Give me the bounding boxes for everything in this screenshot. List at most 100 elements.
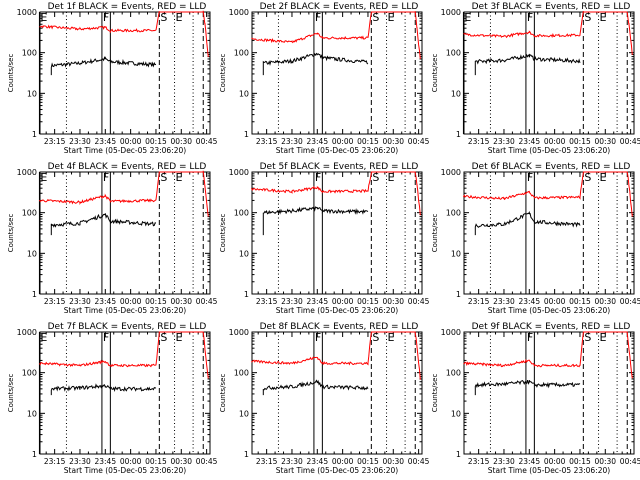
series-line-lld bbox=[250, 171, 421, 216]
y-tick-label: 1000 bbox=[441, 328, 461, 337]
y-tick-label: 10 bbox=[27, 89, 37, 98]
x-tick-label: 00:15 bbox=[357, 137, 379, 146]
y-axis-label: Counts/sec bbox=[7, 54, 15, 93]
marker-label: F bbox=[315, 331, 321, 344]
chart-title: Det 2f BLACK = Events, RED = LLD bbox=[260, 2, 419, 12]
chart-title: Det 8f BLACK = Events, RED = LLD bbox=[260, 322, 419, 332]
marker-label: F bbox=[527, 11, 533, 24]
x-tick-label: 00:00 bbox=[332, 457, 354, 466]
x-tick-label: 23:45 bbox=[518, 297, 540, 306]
x-tick-label: 00:30 bbox=[382, 457, 404, 466]
plot-frame bbox=[463, 331, 635, 455]
series-line-events bbox=[474, 210, 581, 236]
series-line-events bbox=[262, 205, 369, 236]
y-tick-label: 1 bbox=[32, 290, 37, 299]
y-axis-label: Counts/sec bbox=[431, 374, 439, 413]
chart-title: Det 5f BLACK = Events, RED = LLD bbox=[260, 162, 419, 172]
marker-label: S bbox=[372, 11, 379, 24]
x-tick-label: 23:15 bbox=[468, 457, 490, 466]
marker-label: E bbox=[40, 11, 47, 24]
x-tick-label: 00:30 bbox=[382, 137, 404, 146]
x-tick-label: 23:30 bbox=[69, 137, 91, 146]
chart-title: Det 1f BLACK = Events, RED = LLD bbox=[48, 2, 207, 12]
x-axis-label: Start Time (05-Dec-05 23:06:20) bbox=[276, 146, 398, 155]
marker-label: E bbox=[176, 171, 183, 184]
x-tick-label: 23:30 bbox=[281, 457, 303, 466]
x-tick-label: 00:30 bbox=[382, 297, 404, 306]
y-tick-label: 1000 bbox=[229, 328, 249, 337]
x-tick-label: 23:30 bbox=[69, 297, 91, 306]
x-tick-label: 23:15 bbox=[256, 457, 278, 466]
y-axis-label: Counts/sec bbox=[7, 214, 15, 253]
x-tick-label: 23:15 bbox=[44, 297, 66, 306]
x-tick-label: 23:15 bbox=[468, 297, 490, 306]
marker-label: F bbox=[315, 171, 321, 184]
plot-frame bbox=[39, 171, 211, 295]
chart-title: Det 6f BLACK = Events, RED = LLD bbox=[472, 162, 631, 172]
x-axis-label: Start Time (05-Dec-05 23:06:20) bbox=[488, 466, 610, 475]
y-tick-label: 10 bbox=[451, 409, 461, 418]
series-line-events bbox=[50, 213, 157, 236]
x-tick-label: 00:30 bbox=[170, 297, 192, 306]
x-tick-label: 23:30 bbox=[493, 297, 515, 306]
x-tick-label: 00:15 bbox=[357, 297, 379, 306]
x-tick-label: 00:45 bbox=[620, 457, 640, 466]
y-tick-label: 100 bbox=[234, 369, 249, 378]
y-tick-label: 100 bbox=[446, 209, 461, 218]
y-tick-label: 100 bbox=[234, 49, 249, 58]
y-tick-label: 1 bbox=[244, 450, 249, 459]
x-axis-label: Start Time (05-Dec-05 23:06:20) bbox=[276, 466, 398, 475]
x-tick-label: 23:30 bbox=[281, 297, 303, 306]
x-tick-label: 23:45 bbox=[306, 457, 328, 466]
marker-label: F bbox=[315, 11, 321, 24]
plot-frame bbox=[39, 11, 211, 135]
marker-label: S bbox=[584, 331, 591, 344]
x-tick-label: 23:30 bbox=[493, 457, 515, 466]
panel-1: Det 1f BLACK = Events, RED = LLD 1 10 100 10… bbox=[7, 2, 218, 155]
marker-label: E bbox=[40, 331, 47, 344]
y-tick-label: 100 bbox=[22, 369, 37, 378]
y-tick-label: 1 bbox=[244, 130, 249, 139]
marker-label: S bbox=[160, 331, 167, 344]
y-tick-label: 1000 bbox=[17, 8, 37, 17]
y-tick-label: 10 bbox=[27, 249, 37, 258]
x-axis-label: Start Time (05-Dec-05 23:06:20) bbox=[276, 306, 398, 315]
y-axis-label: Counts/sec bbox=[431, 54, 439, 93]
x-tick-label: 00:15 bbox=[569, 137, 591, 146]
y-tick-label: 100 bbox=[234, 209, 249, 218]
marker-label: F bbox=[527, 331, 533, 344]
y-tick-label: 100 bbox=[22, 209, 37, 218]
plot-frame bbox=[251, 11, 423, 135]
marker-label: E bbox=[388, 331, 395, 344]
x-tick-label: 00:30 bbox=[594, 457, 616, 466]
x-tick-label: 23:15 bbox=[44, 137, 66, 146]
y-tick-label: 10 bbox=[27, 409, 37, 418]
x-tick-label: 00:45 bbox=[408, 297, 430, 306]
x-tick-label: 00:00 bbox=[332, 137, 354, 146]
x-tick-label: 00:45 bbox=[408, 457, 430, 466]
x-tick-label: 23:15 bbox=[256, 297, 278, 306]
x-tick-label: 23:45 bbox=[94, 297, 116, 306]
series-line-lld bbox=[251, 331, 421, 380]
x-tick-label: 00:00 bbox=[120, 297, 142, 306]
x-tick-label: 23:45 bbox=[306, 137, 328, 146]
x-axis-label: Start Time (05-Dec-05 23:06:20) bbox=[488, 146, 610, 155]
y-axis-label: Counts/sec bbox=[219, 54, 227, 93]
x-tick-label: 23:30 bbox=[281, 137, 303, 146]
marker-label: S bbox=[160, 171, 167, 184]
marker-label: E bbox=[600, 331, 607, 344]
series-line-lld bbox=[39, 10, 209, 58]
x-tick-label: 00:30 bbox=[594, 137, 616, 146]
series-line-events bbox=[262, 52, 369, 76]
y-tick-label: 100 bbox=[446, 49, 461, 58]
x-tick-label: 00:30 bbox=[170, 137, 192, 146]
series-line-events bbox=[474, 379, 581, 396]
y-tick-label: 1 bbox=[456, 450, 461, 459]
y-tick-label: 10 bbox=[451, 89, 461, 98]
panel-8: Det 8f BLACK = Events, RED = LLD 1 10 100 10… bbox=[219, 322, 430, 475]
x-tick-label: 00:45 bbox=[196, 297, 218, 306]
y-axis-label: Counts/sec bbox=[431, 214, 439, 253]
y-tick-label: 10 bbox=[239, 409, 249, 418]
x-tick-label: 00:45 bbox=[196, 457, 218, 466]
y-tick-label: 1000 bbox=[229, 8, 249, 17]
